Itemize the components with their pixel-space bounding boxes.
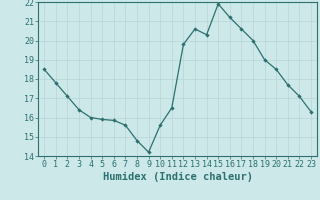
X-axis label: Humidex (Indice chaleur): Humidex (Indice chaleur)	[103, 172, 252, 182]
